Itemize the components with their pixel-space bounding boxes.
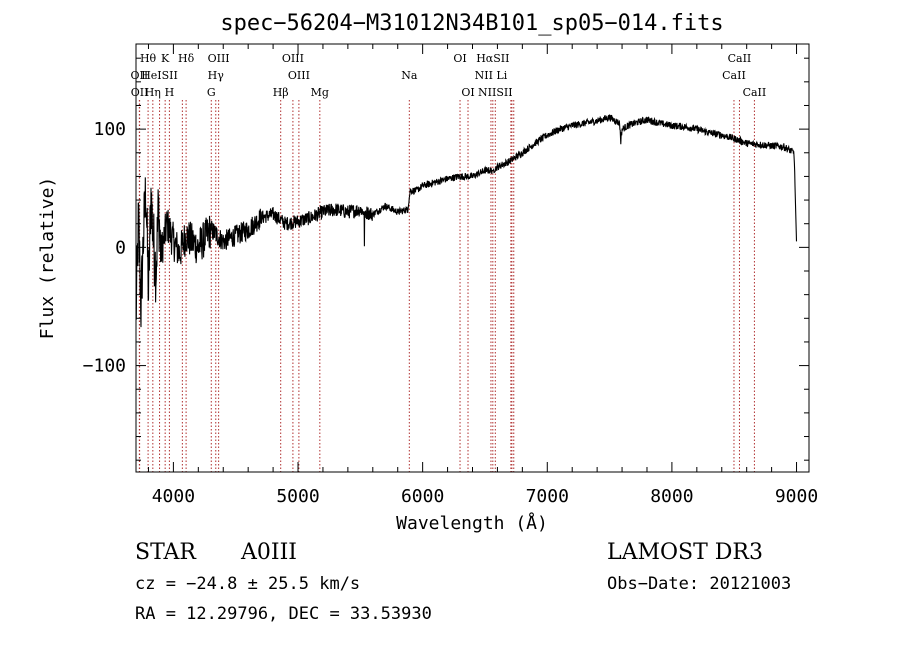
x-tick-label: 4000 — [152, 486, 195, 507]
x-axis-label: Wavelength (Å) — [396, 512, 548, 534]
spectral-line-label: CaII — [722, 69, 746, 82]
plot-frame — [135, 43, 810, 473]
y-tick-label: 0 — [115, 237, 126, 258]
spectral-line-label: OII — [131, 86, 149, 99]
survey-name: LAMOST DR3 — [607, 540, 763, 565]
spectral-line-label: G — [207, 86, 216, 99]
spectrum-series — [135, 114, 798, 328]
y-tick-label: −100 — [83, 356, 126, 377]
spectral-line-label: OIII — [288, 69, 310, 82]
spectral-line-label: HαSII — [476, 52, 509, 65]
y-tick-label: 100 — [93, 119, 126, 140]
observation-date: Obs−Date: 20121003 — [607, 574, 792, 594]
spectral-line-label: CaII — [743, 86, 767, 99]
spectral-line-label: OII — [131, 69, 149, 82]
x-tick-label: 6000 — [401, 486, 444, 507]
object-subclass: A0III — [241, 540, 297, 565]
spectral-line-label: CaII — [728, 52, 752, 65]
spectral-line-label: OIII — [282, 52, 304, 65]
spectrum-line — [135, 114, 798, 328]
axis-tick-labels: 4000 5000 6000 7000 8000 9000 −100 0 100 — [83, 119, 819, 507]
spectral-line-label: H — [165, 86, 175, 99]
x-tick-label: 8000 — [650, 486, 693, 507]
redshift-cz: cz = −24.8 ± 25.5 km/s — [135, 574, 361, 594]
spectral-line-label: Hγ — [208, 69, 225, 82]
spectral-line-label: K — [161, 52, 170, 65]
spectral-line-label: NIISII — [478, 86, 513, 99]
spectral-line-label: OIII — [208, 52, 230, 65]
x-tick-label: 7000 — [526, 486, 569, 507]
x-tick-label: 9000 — [775, 486, 818, 507]
spectral-line-label: Hβ — [273, 86, 289, 99]
spectral-line-label: OI — [461, 86, 474, 99]
spectral-line-label: Hη — [145, 86, 161, 99]
spectral-line-label: HeISII — [141, 69, 178, 82]
object-class: STAR — [135, 540, 196, 565]
x-tick-label: 5000 — [276, 486, 319, 507]
spectral-line-label: Hθ — [140, 52, 157, 65]
spectral-line-label: NII Li — [475, 69, 508, 82]
spectral-line-label: Mg — [311, 86, 329, 99]
chart-title: spec−56204−M31012N34B101_sp05−014.fits — [220, 11, 723, 36]
y-axis-label: Flux (relative) — [37, 177, 58, 340]
spectral-line-label: OI — [453, 52, 466, 65]
ra-dec-coordinates: RA = 12.29796, DEC = 33.53930 — [135, 604, 432, 624]
spectral-line-label: Hδ — [178, 52, 195, 65]
axis-ticks — [136, 44, 809, 472]
spectral-line-label: Na — [401, 69, 418, 82]
